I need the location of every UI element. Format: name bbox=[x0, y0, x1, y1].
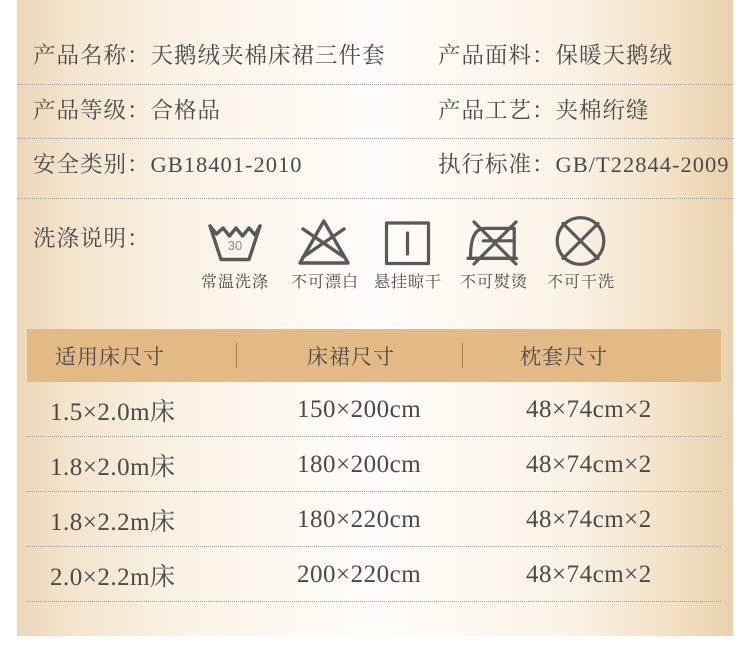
svg-text:30: 30 bbox=[228, 238, 242, 253]
